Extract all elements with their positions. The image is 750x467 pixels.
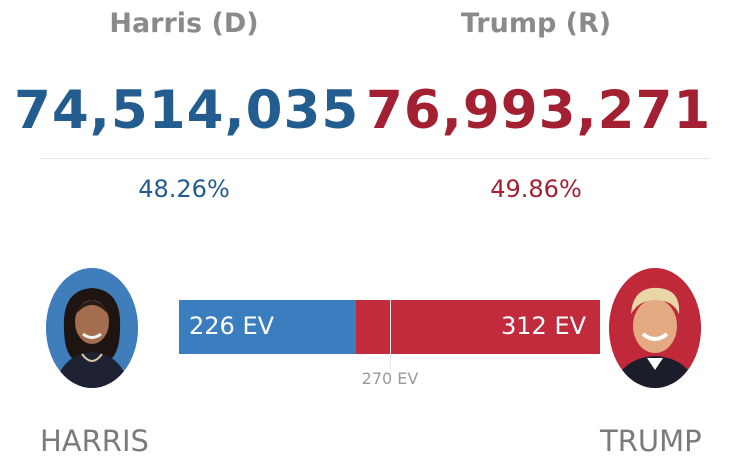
divider — [40, 158, 710, 159]
harris-ev-label: 226 EV — [189, 312, 275, 340]
trump-vote-total: 76,993,271 — [366, 80, 712, 141]
trump-ev-label: 312 EV — [501, 312, 587, 340]
harris-bottom-label: HARRIS — [40, 424, 149, 458]
trump-bottom-label: TRUMP — [600, 424, 702, 458]
harris-percent: 48.26% — [138, 175, 230, 203]
threshold-label: 270 EV — [361, 369, 419, 388]
harris-header: Harris (D) — [109, 8, 259, 39]
harris-avatar — [46, 268, 138, 388]
trump-avatar — [609, 268, 701, 388]
270-threshold-marker — [390, 300, 391, 370]
trump-ev-bar — [356, 300, 600, 354]
harris-ev-bar — [179, 300, 356, 354]
trump-header: Trump (R) — [460, 8, 612, 39]
trump-percent: 49.86% — [490, 175, 582, 203]
harris-vote-total: 74,514,035 — [14, 80, 360, 141]
